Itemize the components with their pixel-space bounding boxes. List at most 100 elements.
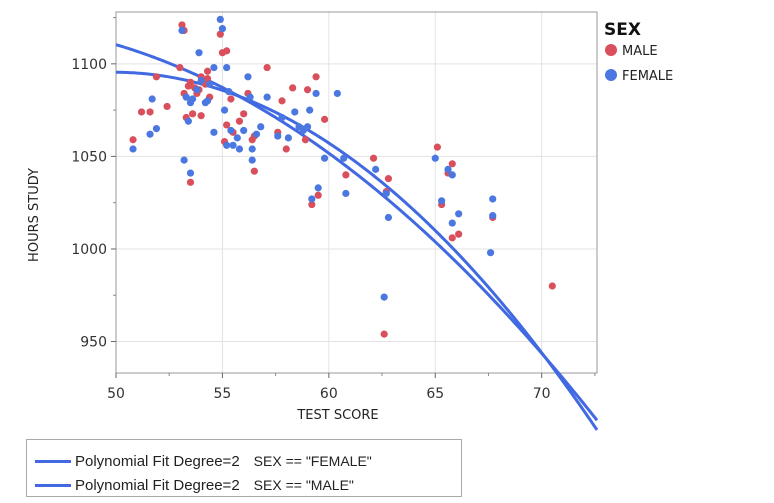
- data-point-male: [320, 115, 329, 123]
- data-point-female: [448, 219, 456, 227]
- data-point-male: [186, 178, 195, 186]
- data-point-female: [210, 128, 218, 136]
- data-point-female: [342, 189, 350, 198]
- data-point-female: [303, 123, 312, 131]
- data-point-male: [146, 108, 154, 116]
- data-point-male: [342, 171, 350, 179]
- data-point-female: [216, 15, 224, 24]
- data-point-male: [384, 175, 393, 183]
- data-point-male: [263, 63, 271, 72]
- data-point-male: [303, 86, 312, 94]
- data-point-male: [312, 73, 320, 81]
- data-point-female: [223, 63, 231, 72]
- data-point-male: [163, 102, 171, 111]
- legend-marker-male: [605, 44, 617, 56]
- data-point-male: [448, 234, 456, 242]
- data-point-female: [320, 154, 329, 162]
- fit-line-swatch: [35, 483, 71, 487]
- fit-legend-condition: SEX == "FEMALE": [253, 453, 372, 469]
- legend-title: SEX: [604, 20, 641, 40]
- data-point-female: [248, 145, 256, 153]
- data-point-male: [455, 230, 463, 238]
- x-tick-label: 50: [107, 386, 125, 402]
- data-point-female: [206, 80, 214, 88]
- data-point-female: [197, 76, 205, 85]
- fit-legend-label: Polynomial Fit Degree=2: [75, 452, 240, 470]
- legend-marker-female: [605, 69, 617, 81]
- grid-lines: [115, 12, 597, 373]
- y-tick-label: 1050: [71, 149, 107, 165]
- data-point-female: [229, 141, 237, 149]
- data-point-male: [448, 160, 456, 168]
- fit-line-swatch: [35, 459, 71, 463]
- data-point-female: [186, 169, 195, 177]
- data-point-female: [223, 141, 231, 149]
- data-point-female: [486, 249, 495, 257]
- x-tick-label: 65: [426, 386, 444, 402]
- x-tick-label: 70: [533, 386, 551, 402]
- fit-legend-row-male: Polynomial Fit Degree=2 SEX == "MALE": [35, 474, 354, 496]
- legend-label-female: FEMALE: [622, 69, 673, 84]
- data-point-male: [240, 110, 248, 118]
- data-point-male: [308, 200, 316, 209]
- data-point-female: [233, 134, 241, 142]
- fit-legend: Polynomial Fit Degree=2 SEX == "FEMALE" …: [26, 439, 462, 497]
- data-point-female: [384, 213, 393, 222]
- x-tick-label: 60: [320, 386, 338, 402]
- data-point-male: [380, 330, 388, 338]
- data-point-female: [152, 125, 161, 133]
- data-point-female: [444, 165, 452, 173]
- data-point-female: [195, 49, 203, 57]
- data-point-male: [137, 108, 146, 116]
- data-point-female: [246, 93, 254, 101]
- data-point-male: [129, 136, 137, 144]
- data-point-female: [244, 73, 252, 81]
- data-point-female: [193, 86, 201, 94]
- y-tick-label: 950: [80, 335, 107, 351]
- data-point-female: [203, 97, 212, 105]
- data-point-female: [431, 154, 439, 162]
- fit-line-male: [115, 43, 599, 422]
- legend-label-male: MALE: [622, 44, 658, 59]
- data-point-male: [369, 154, 378, 162]
- data-point-female: [489, 195, 497, 203]
- x-tick-label: 55: [214, 386, 232, 402]
- data-point-female: [218, 25, 227, 33]
- data-point-female: [220, 106, 229, 114]
- data-point-female: [284, 134, 292, 142]
- data-point-female: [225, 88, 233, 96]
- data-point-female: [372, 165, 380, 173]
- data-point-female: [148, 95, 156, 103]
- data-point-female: [240, 126, 248, 135]
- data-point-male: [197, 112, 205, 120]
- data-point-female: [189, 95, 197, 103]
- data-point-male: [152, 73, 161, 81]
- data-points: [129, 15, 556, 338]
- data-point-female: [314, 184, 322, 192]
- data-point-male: [189, 110, 197, 118]
- data-point-female: [340, 154, 348, 162]
- data-point-male: [178, 21, 186, 29]
- data-point-female: [291, 108, 299, 116]
- data-point-female: [248, 156, 256, 164]
- data-point-female: [278, 113, 286, 122]
- data-point-male: [227, 95, 235, 103]
- data-point-female: [438, 197, 446, 205]
- data-point-female: [489, 212, 497, 220]
- data-point-male: [216, 30, 224, 38]
- data-point-male: [186, 78, 195, 86]
- data-point-female: [129, 145, 137, 153]
- plot-frame: [115, 11, 598, 374]
- y-axis-title: HOURS STUDY: [27, 168, 42, 262]
- data-point-female: [252, 130, 261, 138]
- data-point-male: [282, 145, 290, 153]
- fit-line-female: [115, 70, 599, 431]
- group-legend: SEX MALE FEMALE: [604, 20, 673, 84]
- data-point-male: [235, 117, 244, 125]
- data-point-female: [382, 189, 390, 198]
- data-point-male: [278, 97, 286, 105]
- data-point-female: [227, 126, 235, 135]
- data-point-female: [448, 171, 456, 179]
- data-point-female: [306, 106, 314, 114]
- data-point-female: [380, 293, 388, 301]
